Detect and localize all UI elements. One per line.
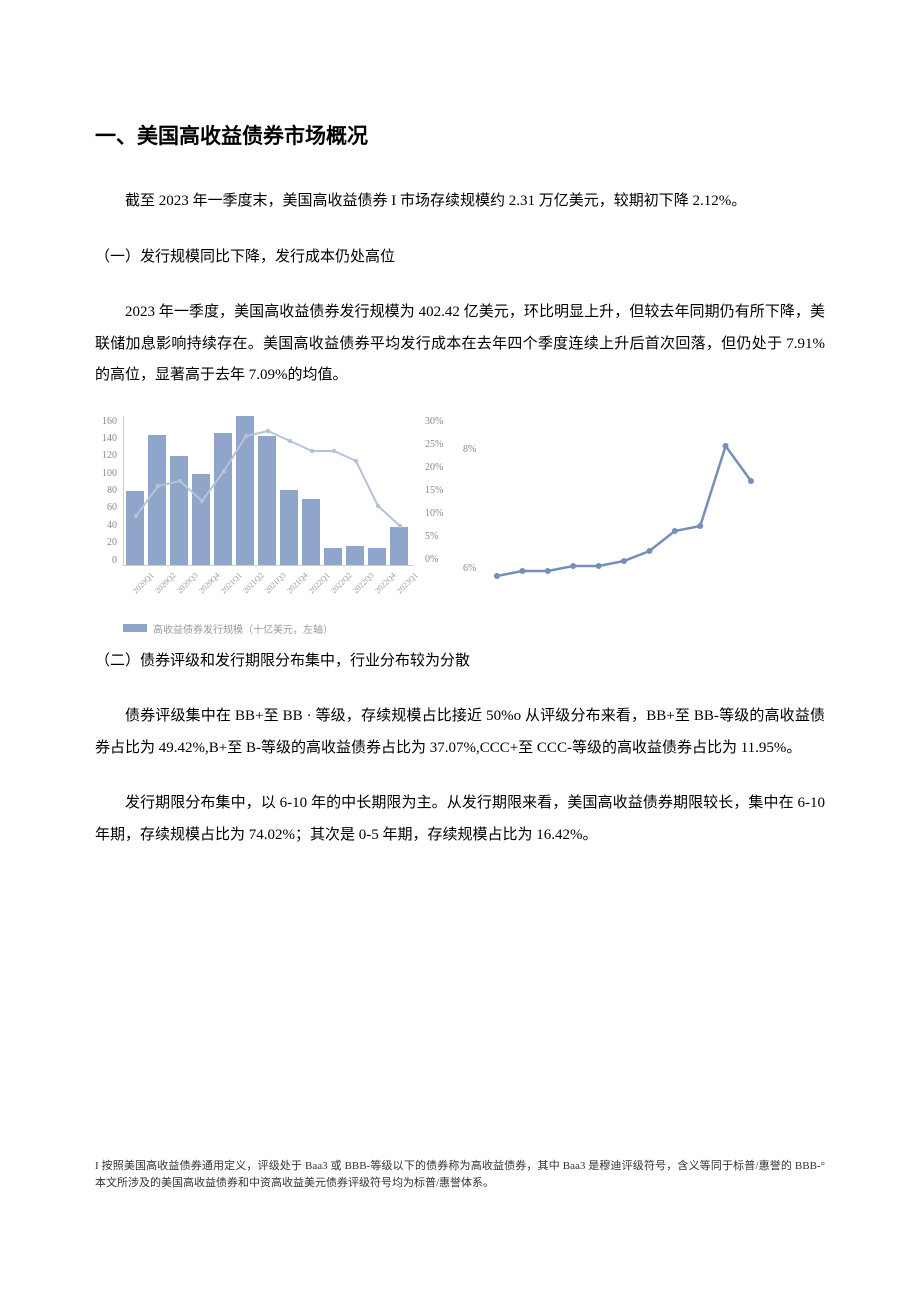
cost-line-series [489,416,759,586]
legend-swatch [123,624,147,632]
y-axis-right: 30%25%20%15%10%5%0% [425,416,455,566]
paragraph-intro: 截至 2023 年一季度末，美国高收益债券 I 市场存续规模约 2.31 万亿美… [95,186,825,218]
x-axis-labels: 2020Q12020Q22020Q32020Q42021Q12021Q22021… [131,589,421,598]
cost-line-chart: 8% 6% [463,416,763,596]
subsection-1: （一）发行规模同比下降，发行成本仍处高位 [95,242,825,274]
legend-label: 高收益债券发行规模（十亿美元，左轴） [153,621,333,636]
issuance-bar-chart: 160140120100806040200 30%25%20%15%10%5%0… [95,416,455,636]
paragraph-3: 债券评级集中在 BB+至 BB · 等级，存续规模占比接近 50%o 从评级分布… [95,701,825,764]
y-axis-left: 160140120100806040200 [95,416,117,566]
paragraph-2: 2023 年一季度，美国高收益债券发行规模为 402.42 亿美元，环比明显上升… [95,297,825,392]
charts-container: 160140120100806040200 30%25%20%15%10%5%0… [95,416,825,636]
chart-legend: 高收益债券发行规模（十亿美元，左轴） [123,621,333,636]
line-series [123,416,415,566]
section-heading: 一、美国高收益债券市场概况 [95,120,825,150]
paragraph-4: 发行期限分布集中，以 6-10 年的中长期限为主。从发行期限来看，美国高收益债券… [95,788,825,851]
y-label-6pct: 6% [463,563,476,574]
y-label-8pct: 8% [463,444,476,455]
subsection-2: （二）债券评级和发行期限分布集中，行业分布较为分散 [95,646,825,678]
footnote: I 按照美国高收益债券通用定义，评级处于 Baa3 或 BBB-等级以下的债券称… [95,1158,825,1191]
